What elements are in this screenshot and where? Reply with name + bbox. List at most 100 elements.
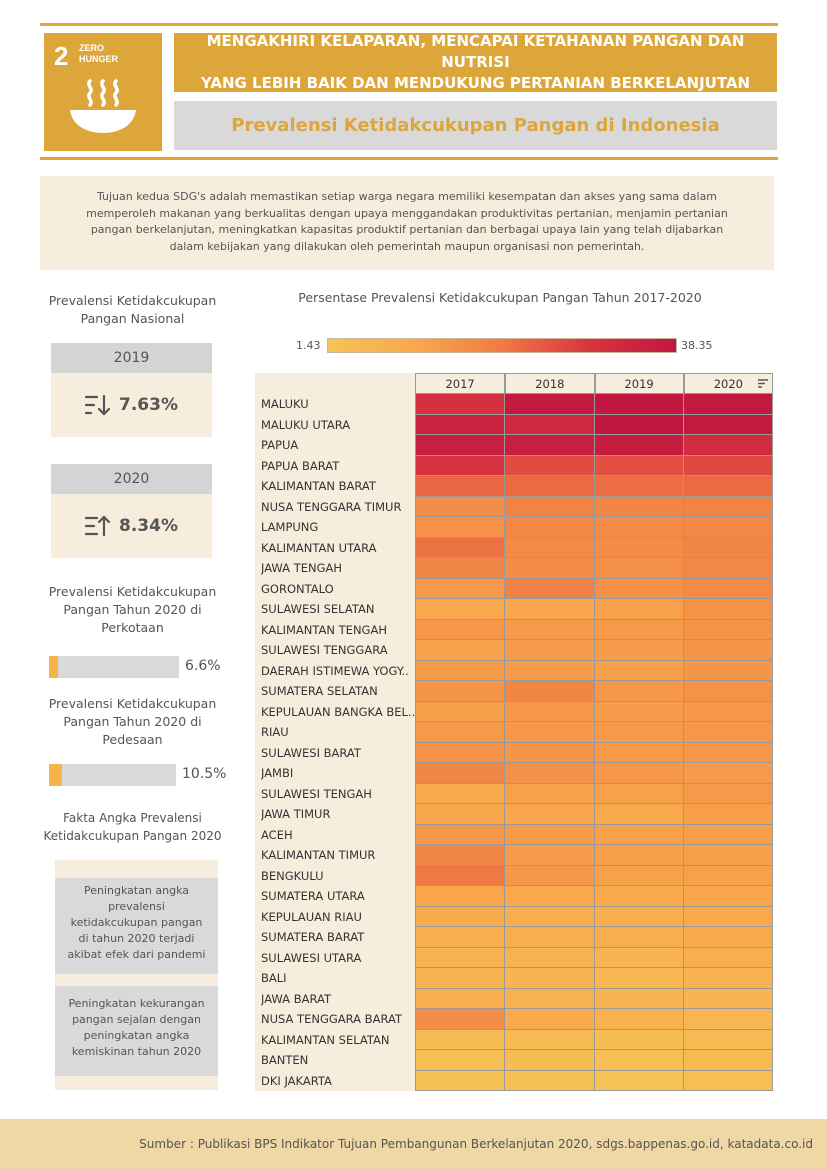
- heatmap-cell[interactable]: [594, 783, 684, 804]
- heatmap-cell[interactable]: [505, 845, 595, 866]
- heatmap-cell[interactable]: [505, 681, 595, 702]
- heatmap-cell[interactable]: [594, 804, 684, 825]
- heatmap-cell[interactable]: [505, 1009, 595, 1030]
- heatmap-cell[interactable]: [416, 824, 506, 845]
- heatmap-cell[interactable]: [683, 496, 773, 517]
- heatmap-cell[interactable]: [683, 619, 773, 640]
- heatmap-cell[interactable]: [594, 414, 684, 435]
- heatmap-cell[interactable]: [594, 599, 684, 620]
- heatmap-cell[interactable]: [683, 1009, 773, 1030]
- heatmap-cell[interactable]: [683, 394, 773, 415]
- heatmap-cell[interactable]: [594, 742, 684, 763]
- heatmap-cell[interactable]: [505, 414, 595, 435]
- heatmap-cell[interactable]: [416, 394, 506, 415]
- heatmap-cell[interactable]: [505, 640, 595, 661]
- heatmap-cell[interactable]: [683, 742, 773, 763]
- heatmap-cell[interactable]: [594, 1029, 684, 1050]
- heatmap-cell[interactable]: [505, 517, 595, 538]
- heatmap-cell[interactable]: [683, 599, 773, 620]
- heatmap-cell[interactable]: [683, 804, 773, 825]
- heatmap-cell[interactable]: [416, 414, 506, 435]
- heatmap-cell[interactable]: [416, 1070, 506, 1091]
- heatmap-cell[interactable]: [505, 763, 595, 784]
- sort-icon[interactable]: [757, 378, 769, 389]
- heatmap-cell[interactable]: [683, 1029, 773, 1050]
- heatmap-cell[interactable]: [683, 435, 773, 456]
- heatmap-cell[interactable]: [505, 455, 595, 476]
- heatmap-cell[interactable]: [416, 558, 506, 579]
- heatmap-cell[interactable]: [505, 599, 595, 620]
- heatmap-cell[interactable]: [416, 886, 506, 907]
- heatmap-cell[interactable]: [416, 1050, 506, 1071]
- heatmap-cell[interactable]: [594, 496, 684, 517]
- heatmap-cell[interactable]: [594, 988, 684, 1009]
- heatmap-cell[interactable]: [505, 742, 595, 763]
- heatmap-cell[interactable]: [594, 763, 684, 784]
- heatmap-cell[interactable]: [416, 537, 506, 558]
- heatmap-cell[interactable]: [505, 968, 595, 989]
- heatmap-cell[interactable]: [683, 640, 773, 661]
- heatmap-cell[interactable]: [416, 701, 506, 722]
- heatmap-cell[interactable]: [594, 845, 684, 866]
- heatmap-cell[interactable]: [594, 660, 684, 681]
- heatmap-cell[interactable]: [416, 517, 506, 538]
- column-header-2020[interactable]: 2020: [683, 373, 773, 394]
- heatmap-cell[interactable]: [416, 476, 506, 497]
- heatmap-cell[interactable]: [683, 414, 773, 435]
- heatmap-cell[interactable]: [505, 394, 595, 415]
- heatmap-cell[interactable]: [505, 496, 595, 517]
- heatmap-cell[interactable]: [594, 906, 684, 927]
- heatmap-cell[interactable]: [683, 558, 773, 579]
- heatmap-cell[interactable]: [505, 988, 595, 1009]
- heatmap-cell[interactable]: [505, 804, 595, 825]
- heatmap-cell[interactable]: [594, 722, 684, 743]
- heatmap-cell[interactable]: [416, 722, 506, 743]
- heatmap-cell[interactable]: [416, 578, 506, 599]
- heatmap-cell[interactable]: [594, 1009, 684, 1030]
- heatmap-cell[interactable]: [416, 804, 506, 825]
- heatmap-cell[interactable]: [594, 947, 684, 968]
- heatmap-cell[interactable]: [683, 845, 773, 866]
- heatmap-cell[interactable]: [594, 701, 684, 722]
- heatmap-cell[interactable]: [683, 517, 773, 538]
- heatmap-cell[interactable]: [594, 824, 684, 845]
- heatmap-cell[interactable]: [505, 435, 595, 456]
- heatmap-cell[interactable]: [683, 988, 773, 1009]
- heatmap-cell[interactable]: [594, 865, 684, 886]
- heatmap-cell[interactable]: [416, 763, 506, 784]
- heatmap-cell[interactable]: [416, 968, 506, 989]
- heatmap-cell[interactable]: [505, 906, 595, 927]
- heatmap-cell[interactable]: [416, 927, 506, 948]
- heatmap-cell[interactable]: [594, 886, 684, 907]
- heatmap-cell[interactable]: [594, 927, 684, 948]
- heatmap-cell[interactable]: [683, 865, 773, 886]
- heatmap-cell[interactable]: [505, 1050, 595, 1071]
- heatmap-cell[interactable]: [683, 763, 773, 784]
- heatmap-cell[interactable]: [683, 476, 773, 497]
- heatmap-cell[interactable]: [505, 578, 595, 599]
- heatmap-cell[interactable]: [416, 865, 506, 886]
- heatmap-cell[interactable]: [505, 865, 595, 886]
- heatmap-cell[interactable]: [416, 640, 506, 661]
- heatmap-cell[interactable]: [505, 886, 595, 907]
- heatmap-cell[interactable]: [505, 537, 595, 558]
- heatmap-cell[interactable]: [594, 394, 684, 415]
- heatmap-cell[interactable]: [594, 619, 684, 640]
- heatmap-cell[interactable]: [505, 476, 595, 497]
- heatmap-cell[interactable]: [594, 968, 684, 989]
- heatmap-cell[interactable]: [505, 619, 595, 640]
- heatmap-cell[interactable]: [416, 947, 506, 968]
- heatmap-cell[interactable]: [416, 906, 506, 927]
- heatmap-cell[interactable]: [683, 906, 773, 927]
- heatmap-cell[interactable]: [594, 537, 684, 558]
- heatmap-cell[interactable]: [416, 988, 506, 1009]
- heatmap-cell[interactable]: [505, 783, 595, 804]
- heatmap-cell[interactable]: [505, 558, 595, 579]
- heatmap-cell[interactable]: [683, 947, 773, 968]
- heatmap-cell[interactable]: [683, 783, 773, 804]
- heatmap-cell[interactable]: [683, 1050, 773, 1071]
- heatmap-cell[interactable]: [683, 701, 773, 722]
- heatmap-cell[interactable]: [505, 824, 595, 845]
- heatmap-cell[interactable]: [505, 660, 595, 681]
- heatmap-cell[interactable]: [594, 517, 684, 538]
